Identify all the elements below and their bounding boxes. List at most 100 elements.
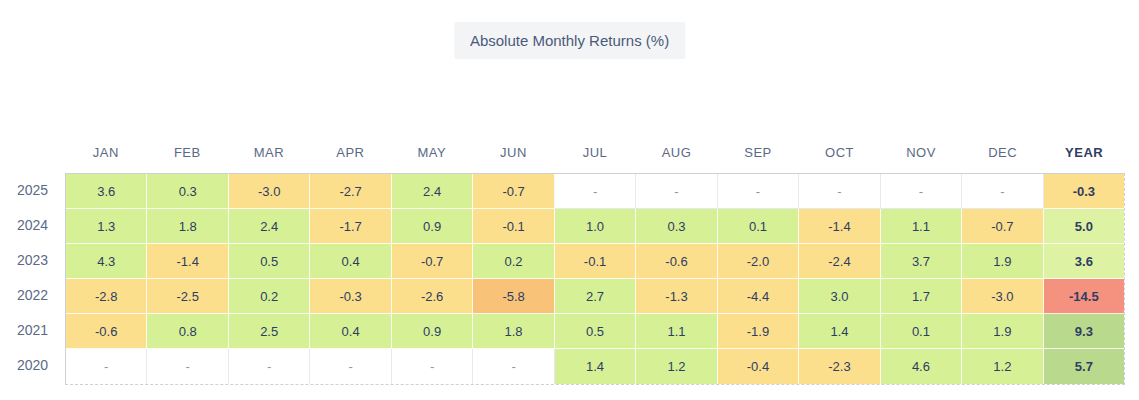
column-header-apr: APR — [310, 138, 392, 173]
cell-2022-dec: -3.0 — [962, 279, 1043, 314]
table-row-2022: -2.8-2.50.2-0.3-2.6-5.82.7-1.3-4.43.01.7… — [66, 279, 1124, 314]
cell-2023-aug: -0.6 — [636, 244, 717, 279]
cell-2023-year: 3.6 — [1044, 244, 1124, 279]
cell-2021-sep: -1.9 — [718, 314, 799, 349]
cell-2020-may: - — [392, 349, 473, 384]
cell-2025-jan: 3.6 — [66, 174, 147, 209]
cell-2020-jul: 1.4 — [555, 349, 636, 384]
cell-2023-apr: 0.4 — [310, 244, 391, 279]
cell-2025-nov: - — [881, 174, 962, 209]
cell-2024-jul: 1.0 — [555, 209, 636, 244]
cell-2023-jan: 4.3 — [66, 244, 147, 279]
cell-2022-jan: -2.8 — [66, 279, 147, 314]
cell-2024-feb: 1.8 — [147, 209, 228, 244]
column-header-jul: JUL — [554, 138, 636, 173]
cell-2021-year: 9.3 — [1044, 314, 1124, 349]
cell-2023-dec: 1.9 — [962, 244, 1043, 279]
cell-2022-mar: 0.2 — [229, 279, 310, 314]
row-label-2024: 2024 — [0, 208, 65, 243]
cell-2022-sep: -4.4 — [718, 279, 799, 314]
row-label-2025: 2025 — [0, 173, 65, 208]
cell-2022-apr: -0.3 — [310, 279, 391, 314]
row-label-2021: 2021 — [0, 313, 65, 348]
cell-2025-jul: - — [555, 174, 636, 209]
row-label-2022: 2022 — [0, 278, 65, 313]
cell-2020-year: 5.7 — [1044, 349, 1124, 384]
cell-2024-year: 5.0 — [1044, 209, 1124, 244]
table-row-2025: 3.60.3-3.0-2.72.4-0.7-------0.3 — [66, 174, 1124, 209]
cell-2024-dec: -0.7 — [962, 209, 1043, 244]
cell-2025-may: 2.4 — [392, 174, 473, 209]
cell-2024-jan: 1.3 — [66, 209, 147, 244]
table-row-2021: -0.60.82.50.40.91.80.51.1-1.91.40.11.99.… — [66, 314, 1124, 349]
cell-2025-mar: -3.0 — [229, 174, 310, 209]
column-header-oct: OCT — [799, 138, 881, 173]
cell-2020-sep: -0.4 — [718, 349, 799, 384]
row-label-2023: 2023 — [0, 243, 65, 278]
column-header-may: MAY — [391, 138, 473, 173]
cell-2024-oct: -1.4 — [799, 209, 880, 244]
cell-2023-sep: -2.0 — [718, 244, 799, 279]
row-label-2020: 2020 — [0, 348, 65, 383]
column-header-sep: SEP — [717, 138, 799, 173]
cell-2020-jan: - — [66, 349, 147, 384]
cell-2023-jun: 0.2 — [473, 244, 554, 279]
grid-box: 3.60.3-3.0-2.72.4-0.7-------0.31.31.82.4… — [65, 173, 1125, 385]
cell-2025-jun: -0.7 — [473, 174, 554, 209]
cell-2020-aug: 1.2 — [636, 349, 717, 384]
cell-2024-jun: -0.1 — [473, 209, 554, 244]
cell-2021-aug: 1.1 — [636, 314, 717, 349]
cell-2021-may: 0.9 — [392, 314, 473, 349]
column-header-nov: NOV — [880, 138, 962, 173]
column-header-aug: AUG — [636, 138, 718, 173]
cell-2020-oct: -2.3 — [799, 349, 880, 384]
cell-2023-nov: 3.7 — [881, 244, 962, 279]
cell-2025-feb: 0.3 — [147, 174, 228, 209]
cell-2022-aug: -1.3 — [636, 279, 717, 314]
cell-2021-dec: 1.9 — [962, 314, 1043, 349]
cell-2025-aug: - — [636, 174, 717, 209]
cell-2020-feb: - — [147, 349, 228, 384]
cell-2025-dec: - — [962, 174, 1043, 209]
cell-2020-jun: - — [473, 349, 554, 384]
cell-2025-year: -0.3 — [1044, 174, 1124, 209]
cell-2022-jun: -5.8 — [473, 279, 554, 314]
column-header-jan: JAN — [65, 138, 147, 173]
column-header-mar: MAR — [228, 138, 310, 173]
cell-2021-jul: 0.5 — [555, 314, 636, 349]
cell-2024-nov: 1.1 — [881, 209, 962, 244]
cell-2021-jun: 1.8 — [473, 314, 554, 349]
cell-2022-year: -14.5 — [1044, 279, 1124, 314]
cell-2021-nov: 0.1 — [881, 314, 962, 349]
months-header-row: JANFEBMARAPRMAYJUNJULAUGSEPOCTNOVDECYEAR — [65, 138, 1125, 173]
column-header-jun: JUN — [473, 138, 555, 173]
monthly-returns-table: 202520242023202220212020 JANFEBMARAPRMAY… — [0, 138, 1125, 385]
cell-2025-oct: - — [799, 174, 880, 209]
year-labels: 202520242023202220212020 — [0, 138, 65, 385]
cell-2021-feb: 0.8 — [147, 314, 228, 349]
cell-2023-oct: -2.4 — [799, 244, 880, 279]
cell-2021-jan: -0.6 — [66, 314, 147, 349]
cell-2023-mar: 0.5 — [229, 244, 310, 279]
cell-2022-nov: 1.7 — [881, 279, 962, 314]
cell-2020-mar: - — [229, 349, 310, 384]
cell-2024-may: 0.9 — [392, 209, 473, 244]
cell-2025-sep: - — [718, 174, 799, 209]
cell-2021-apr: 0.4 — [310, 314, 391, 349]
cell-2022-jul: 2.7 — [555, 279, 636, 314]
table-row-2023: 4.3-1.40.50.4-0.70.2-0.1-0.6-2.0-2.43.71… — [66, 244, 1124, 279]
cell-2020-apr: - — [310, 349, 391, 384]
cell-2023-jul: -0.1 — [555, 244, 636, 279]
column-header-year: YEAR — [1043, 138, 1125, 173]
column-header-dec: DEC — [962, 138, 1044, 173]
cell-2024-aug: 0.3 — [636, 209, 717, 244]
cell-2023-may: -0.7 — [392, 244, 473, 279]
cell-2023-feb: -1.4 — [147, 244, 228, 279]
cell-2024-mar: 2.4 — [229, 209, 310, 244]
cell-2021-mar: 2.5 — [229, 314, 310, 349]
cell-2024-sep: 0.1 — [718, 209, 799, 244]
cell-2020-dec: 1.2 — [962, 349, 1043, 384]
chart-title: Absolute Monthly Returns (%) — [454, 22, 685, 59]
cell-2020-nov: 4.6 — [881, 349, 962, 384]
cell-2025-apr: -2.7 — [310, 174, 391, 209]
